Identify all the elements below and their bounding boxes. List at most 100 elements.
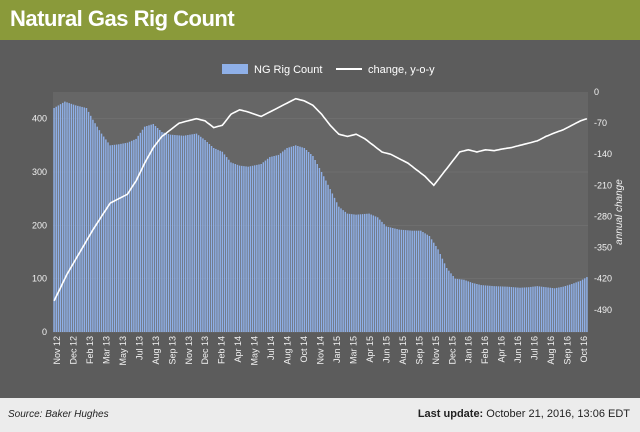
- rig-count-bar: [536, 286, 539, 332]
- rig-count-bar: [454, 278, 457, 332]
- rig-count-bar: [333, 197, 336, 332]
- rig-count-bar: [407, 230, 409, 332]
- rig-count-bar: [351, 214, 353, 332]
- rig-count-bar: [353, 214, 355, 332]
- chart-area: 0 100 200 300 400 0 -70 -140 -210 -280 -350 -420 -49…: [0, 40, 640, 398]
- rig-count-bar: [113, 144, 116, 332]
- rig-count-bar: [146, 126, 148, 332]
- rig-count-bar: [122, 143, 124, 332]
- rig-count-bar: [253, 165, 256, 332]
- rig-count-bar: [92, 119, 94, 332]
- x-tick-label: Nov 12: [52, 336, 62, 365]
- rig-count-bar: [236, 164, 239, 332]
- rig-count-bar: [525, 287, 528, 332]
- rig-count-bar: [118, 144, 120, 332]
- rig-count-bar: [193, 133, 196, 332]
- rig-count-bar: [87, 111, 90, 333]
- rig-count-bar: [387, 226, 390, 332]
- rig-count-bar: [316, 164, 318, 332]
- rig-count-bar: [506, 286, 508, 332]
- rig-count-bar: [573, 283, 575, 332]
- x-tick-label: Apr 14: [233, 336, 243, 363]
- rig-count-bar: [465, 280, 467, 332]
- rig-count-bar: [504, 286, 506, 332]
- rig-count-bar: [458, 279, 461, 332]
- rig-count-bar: [262, 162, 265, 332]
- rig-count-bar: [327, 184, 329, 332]
- rig-count-bar: [381, 221, 383, 332]
- rig-count-bar: [61, 102, 64, 332]
- rig-count-bar: [301, 147, 303, 332]
- x-tick-label: Feb 14: [217, 336, 227, 364]
- rig-count-bar: [128, 141, 131, 332]
- rig-count-bar: [450, 273, 452, 332]
- rig-count-bar: [79, 106, 81, 333]
- rig-count-bar: [338, 206, 340, 332]
- rig-count-bar: [527, 287, 530, 332]
- rig-count-bar: [171, 134, 174, 332]
- x-tick-label: Aug 14: [283, 336, 293, 365]
- rig-count-bar: [392, 228, 394, 332]
- legend-swatch-rig-count: [222, 64, 248, 74]
- rig-count-bar: [275, 155, 278, 332]
- rig-count-bar: [515, 287, 517, 332]
- rig-count-bar: [111, 145, 114, 332]
- rig-count-bar: [159, 130, 161, 332]
- update-value: October 21, 2016, 13:06 EDT: [486, 408, 630, 420]
- rig-count-bar: [66, 102, 68, 332]
- rig-count-bar: [318, 168, 321, 332]
- rig-count-bar: [545, 287, 547, 332]
- rig-count-bar: [430, 239, 433, 332]
- rig-count-bar: [461, 279, 463, 332]
- rig-count-bar: [499, 286, 502, 332]
- rig-count-bar: [279, 153, 282, 332]
- rig-count-bar: [174, 135, 176, 332]
- rig-count-bar: [508, 286, 510, 332]
- rig-count-bar: [152, 124, 155, 332]
- rig-count-bar: [510, 287, 513, 332]
- y-right-tick-label: -70: [594, 118, 607, 128]
- rig-count-bar: [543, 286, 545, 332]
- rig-count-bar: [363, 213, 366, 332]
- rig-count-bar: [202, 138, 204, 332]
- rig-count-bar: [238, 165, 241, 332]
- rig-count-bar: [137, 135, 139, 332]
- rig-count-bar: [292, 146, 295, 332]
- y-left-tick-label: 100: [32, 274, 47, 284]
- rig-count-bar: [314, 160, 316, 332]
- update-label: Last update:: [417, 408, 484, 420]
- legend-label-rig-count: NG Rig Count: [254, 64, 322, 76]
- rig-count-bar: [566, 285, 569, 332]
- rig-count-bar: [120, 143, 122, 332]
- rig-count-bar: [126, 142, 129, 332]
- footer-bar: Source: Baker Hughes Last update: Octobe…: [0, 398, 640, 432]
- rig-count-bar: [579, 280, 582, 332]
- rig-count-bar: [439, 254, 441, 332]
- y-right-tick-label: -350: [594, 243, 612, 253]
- rig-count-bar: [394, 228, 396, 332]
- y-left-tick-label: 300: [32, 167, 47, 177]
- rig-count-bar: [90, 115, 92, 332]
- rig-count-bar: [372, 215, 375, 332]
- rig-count-bar: [221, 151, 224, 332]
- x-tick-label: Mar 15: [348, 336, 358, 364]
- rig-count-bar: [558, 287, 560, 332]
- x-tick-label: Aug 13: [151, 336, 161, 365]
- x-tick-label: Aug 16: [546, 336, 556, 365]
- y-right-tick-label: 0: [594, 87, 599, 97]
- rig-count-bar: [555, 287, 558, 332]
- rig-count-bar: [294, 145, 297, 332]
- rig-count-bar: [258, 164, 260, 332]
- rig-count-bar: [540, 286, 543, 332]
- rig-count-bar: [538, 286, 541, 332]
- rig-count-bar: [385, 226, 388, 332]
- rig-count-bar: [100, 133, 103, 332]
- rig-count-bar: [167, 134, 170, 332]
- rig-count-bar: [549, 287, 551, 332]
- last-update: Last update: October 21, 2016, 13:06 EDT: [418, 408, 630, 420]
- x-tick-label: Dec 15: [447, 336, 457, 365]
- rig-count-bar: [305, 150, 308, 332]
- rig-count-bar: [517, 287, 519, 332]
- rig-count-bar: [402, 229, 405, 332]
- x-tick-label: Dec 13: [200, 336, 210, 365]
